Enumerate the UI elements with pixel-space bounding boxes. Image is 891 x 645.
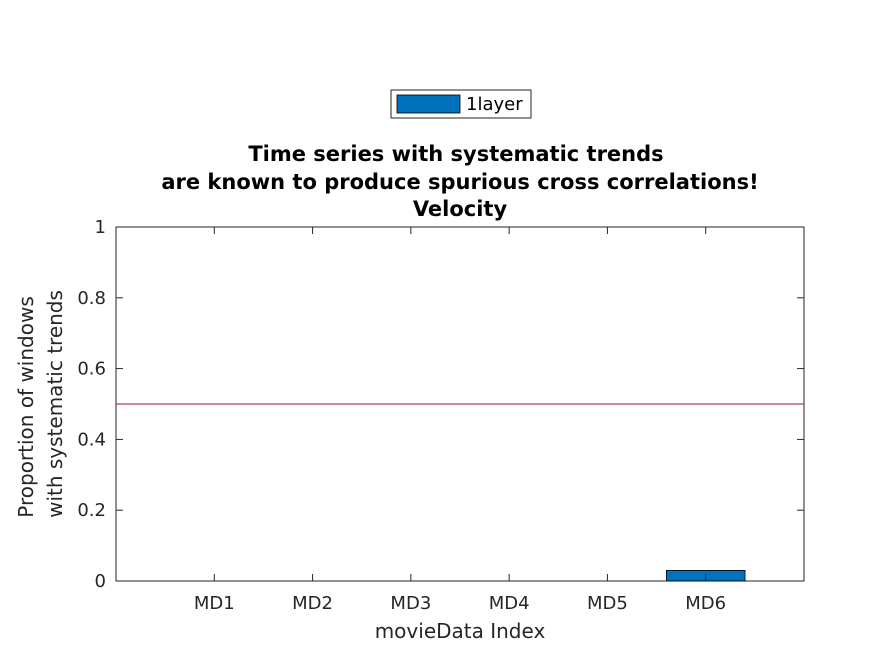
y-axis-label-line-1: Proportion of windows xyxy=(14,296,38,517)
x-tick-label: MD6 xyxy=(685,593,726,614)
title-line-1: Time series with systematic trends xyxy=(248,142,663,166)
y-tick-label: 0.4 xyxy=(77,429,106,450)
x-tick-label: MD5 xyxy=(587,593,628,614)
x-axis-label: movieData Index xyxy=(375,619,546,643)
y-axis-label-line-2: with systematic trends xyxy=(43,290,67,518)
legend-label: 1layer xyxy=(466,94,523,115)
y-tick-label: 0.2 xyxy=(77,500,106,521)
y-axis-label: Proportion of windows with systematic tr… xyxy=(14,290,67,518)
x-tick-label: MD4 xyxy=(489,593,530,614)
y-tick-label: 0.6 xyxy=(77,359,106,380)
x-tick-label: MD2 xyxy=(292,593,333,614)
title-line-3: Velocity xyxy=(413,197,508,221)
chart-title: Time series with systematic trends are k… xyxy=(161,142,758,221)
y-tick-label: 0 xyxy=(95,571,106,592)
legend-swatch xyxy=(396,94,461,114)
title-line-2: are known to produce spurious cross corr… xyxy=(161,170,758,194)
x-axis: MD1 MD2 MD3 MD4 MD5 MD6 xyxy=(194,227,726,614)
x-tick-label: MD3 xyxy=(390,593,431,614)
legend: 1layer xyxy=(390,89,532,119)
x-tick-label: MD1 xyxy=(194,593,235,614)
y-tick-label: 0.8 xyxy=(77,288,106,309)
y-tick-label: 1 xyxy=(95,217,106,238)
y-axis: 0 0.2 0.4 0.6 0.8 1 xyxy=(77,217,804,592)
